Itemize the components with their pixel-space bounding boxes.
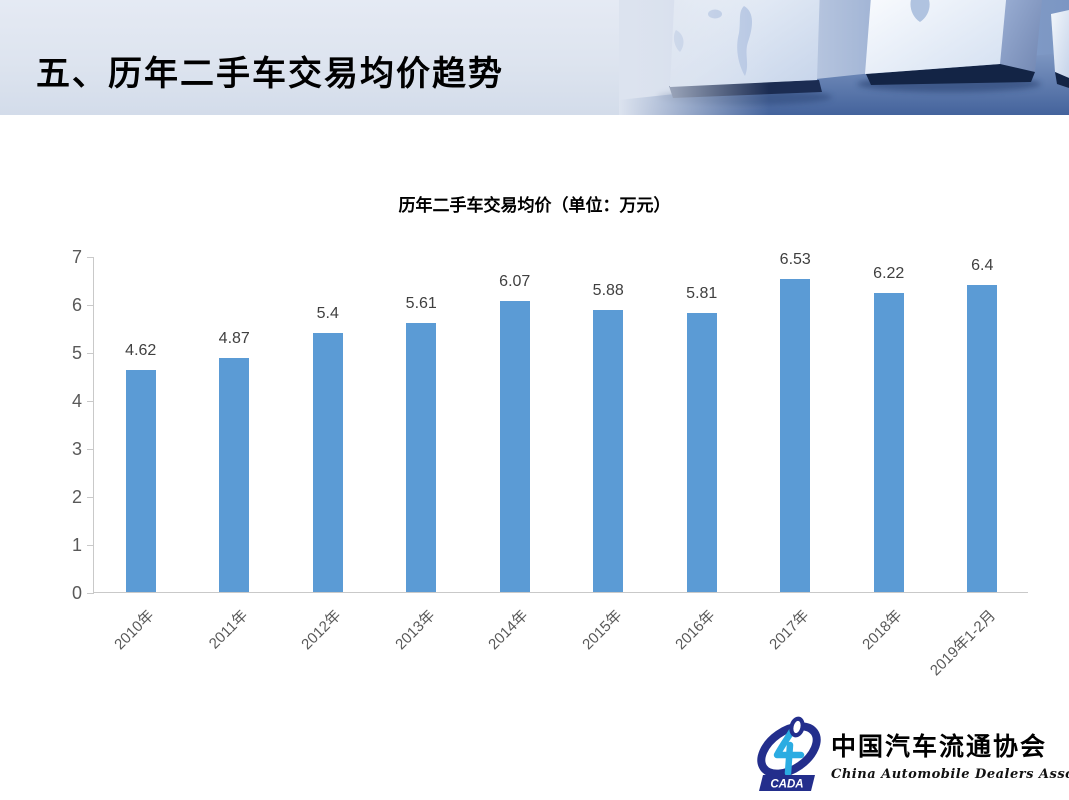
x-axis-category-label: 2018年 [859,607,906,654]
chart-title: 历年二手车交易均价（单位：万元） [398,196,671,215]
x-axis-category-label: 2019年1-2月 [927,607,1000,680]
x-axis-category-label: 2015年 [579,607,626,654]
bar-value-label: 5.4 [316,304,339,322]
chart-bar [780,278,811,592]
y-axis-tick [87,592,94,594]
x-axis-category-label: 2011年 [205,607,252,653]
bar-value-label: 6.22 [873,265,905,283]
y-axis-tick [87,352,94,354]
y-axis-tick [87,496,94,498]
chart-bar [873,293,904,592]
chart-bar [125,370,156,592]
bar-value-label: 4.87 [218,330,250,348]
x-axis-category-label: 2016年 [672,607,719,654]
logo-chinese-name: 中国汽车流通协会 [831,731,1048,761]
y-axis-tick [87,256,94,258]
page-title: 五、历年二手车交易均价趋势 [36,54,504,94]
chart-bar [967,284,998,592]
bar-value-label: 6.4 [971,256,994,274]
chart-bar [686,313,717,592]
y-axis-tick-label: 3 [71,439,82,459]
y-axis-tick-label: 5 [71,343,82,363]
y-axis-tick-label: 0 [71,583,82,603]
chart-bar [406,322,437,592]
bar-value-label: 4.62 [125,342,157,360]
chart-bar [499,300,530,592]
bar-chart-plot-area: 0 1 2 3 4 5 6 7 4.62 2010年 4.87 2011年 5.4 2012年 5.61 20… [72,247,1028,679]
bar-value-label: 6.07 [499,272,531,290]
x-axis-category-label: 2014年 [485,607,532,654]
x-axis-category-label: 2017年 [766,607,813,654]
slide-header: 五、历年二手车交易均价趋势 [0,0,1069,115]
x-axis-category-label: 2013年 [392,607,439,654]
bar-value-label: 5.81 [686,285,718,303]
header-decoration-cubes [619,0,1069,115]
cada-badge-text: CADA [770,779,803,791]
y-axis-tick [87,400,94,402]
bar-value-label: 5.88 [592,281,624,299]
footer-logo: CADA 中国汽车流通协会 China Automobile Dealers A… [751,714,1069,794]
x-axis-category-label: 2012年 [298,607,345,654]
bar-value-label: 6.53 [779,250,811,268]
logo-text-block: 中国汽车流通协会 China Automobile Dealers Associ… [831,727,1069,782]
y-axis-tick-label: 7 [71,247,82,267]
chart-bar [593,309,624,592]
y-axis-tick [87,304,94,306]
y-axis-tick [87,448,94,450]
chart-bar [312,332,343,592]
chart-bar [219,358,250,592]
y-axis-tick-label: 6 [71,295,82,315]
cada-logo-icon: CADA [757,716,821,791]
y-axis-tick-label: 1 [71,535,82,555]
bar-value-label: 5.61 [405,294,437,312]
logo-english-name: China Automobile Dealers Association [831,766,1069,782]
x-axis-category-label: 2010年 [111,607,158,654]
y-axis-tick-label: 2 [71,487,82,507]
y-axis-tick [87,544,94,546]
y-axis-tick-label: 4 [71,391,82,411]
